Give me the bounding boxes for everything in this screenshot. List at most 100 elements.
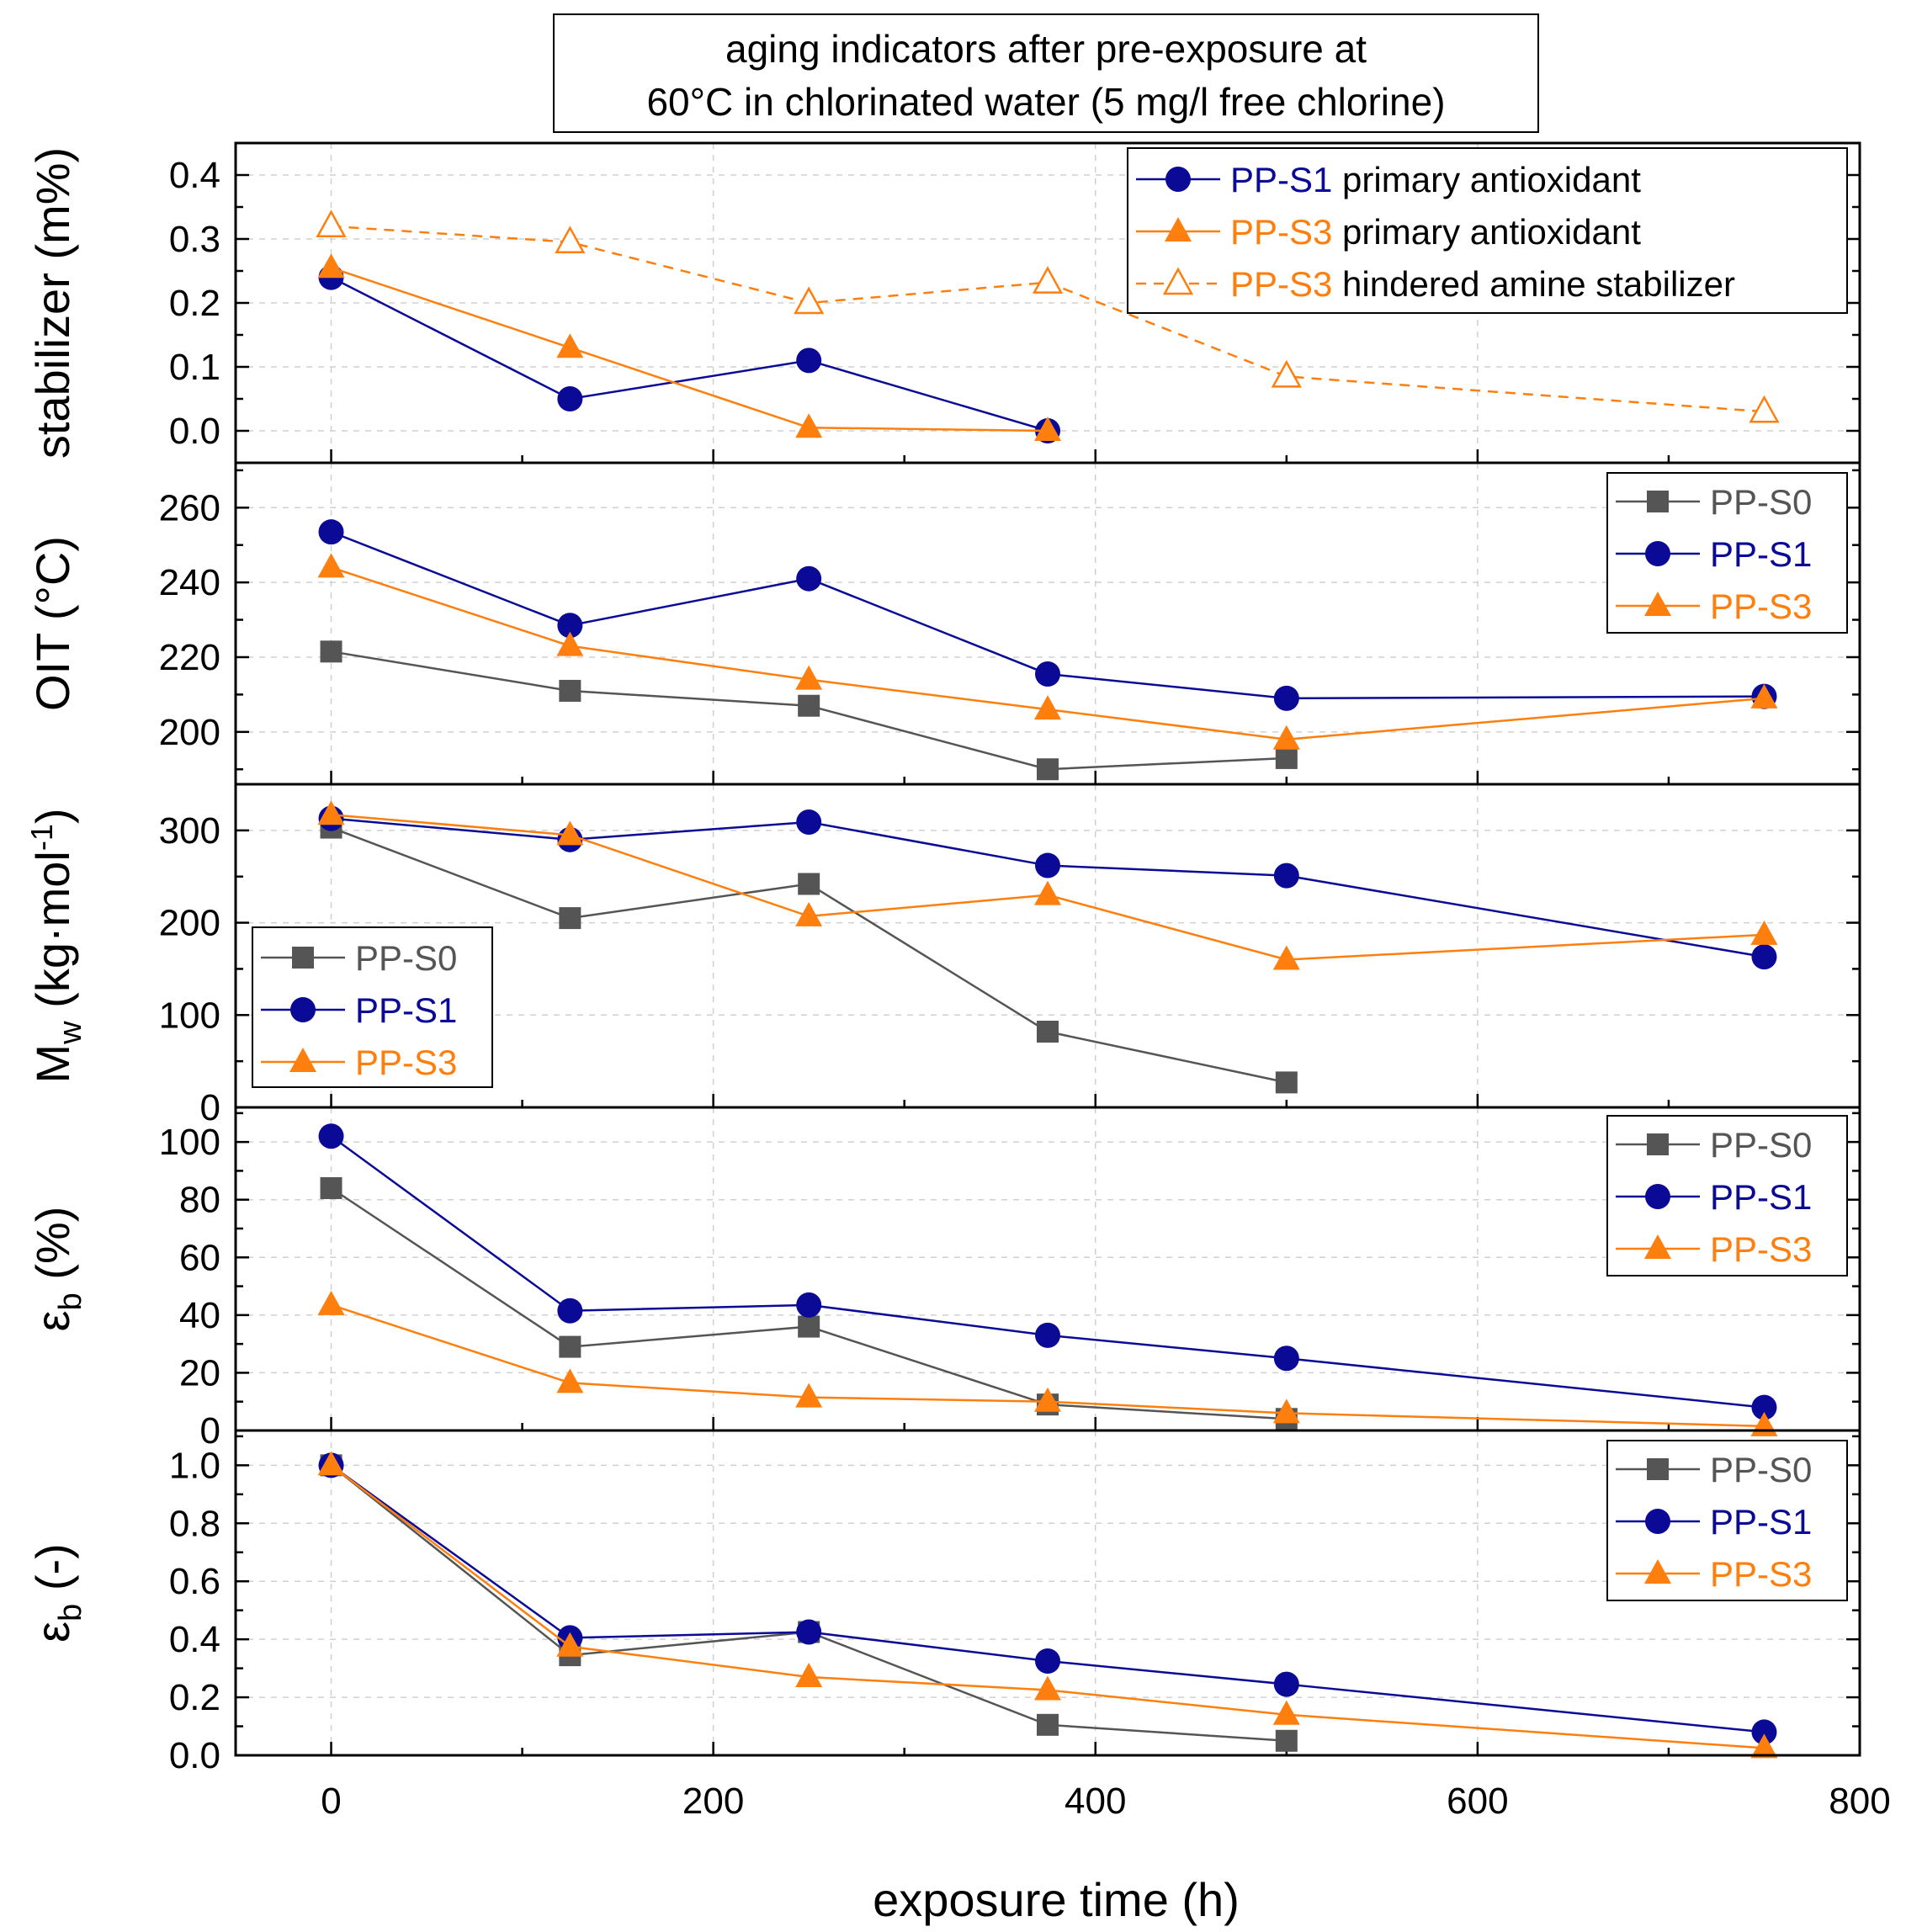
x-tick-label: 800 bbox=[1829, 1781, 1890, 1822]
series-pp-s3 bbox=[317, 553, 1778, 750]
series-pp-s0 bbox=[320, 640, 1298, 781]
y-axis-label: εb (-) bbox=[26, 1543, 88, 1643]
data-point bbox=[1035, 1648, 1060, 1674]
y-axis-label: stabilizer (m%) bbox=[26, 147, 79, 459]
data-point bbox=[557, 386, 583, 411]
data-point bbox=[796, 565, 822, 592]
data-point bbox=[1275, 1071, 1298, 1094]
data-point bbox=[1273, 1671, 1299, 1697]
legend: PP-S0 PP-S1 PP-S3 bbox=[1606, 472, 1848, 634]
data-point bbox=[796, 809, 822, 835]
data-point bbox=[1034, 695, 1061, 720]
data-point bbox=[318, 1123, 344, 1149]
series-line bbox=[331, 813, 1765, 961]
y-tick-label: 0.0 bbox=[169, 411, 220, 452]
data-point bbox=[1272, 724, 1300, 750]
y-tick-label: 1.0 bbox=[169, 1445, 220, 1486]
legend-marker bbox=[289, 1048, 316, 1072]
data-point bbox=[1272, 1700, 1300, 1725]
data-point bbox=[317, 1290, 345, 1315]
data-point bbox=[556, 1632, 584, 1657]
series-line bbox=[330, 276, 1049, 433]
data-point bbox=[555, 226, 586, 254]
data-point bbox=[559, 907, 581, 930]
data-point bbox=[317, 1451, 345, 1476]
data-point bbox=[798, 873, 820, 895]
legend-label: PP-S1 bbox=[1710, 534, 1812, 574]
y-tick-label: 0.8 bbox=[169, 1503, 220, 1544]
legend-marker bbox=[1165, 217, 1192, 242]
data-point bbox=[317, 253, 345, 279]
data-point bbox=[795, 1662, 823, 1687]
legend: PP-S1 primary antioxidant PP-S3 primary a… bbox=[1127, 147, 1848, 314]
panel-mw: 0 100 200 300 Mw (kg·mol-1) PP-S0 PP-S1 PP-S3 bbox=[24, 783, 1861, 1128]
data-point bbox=[1273, 862, 1299, 889]
legend-label: PP-S1 bbox=[1710, 1177, 1812, 1217]
y-tick-label: 0.4 bbox=[169, 155, 220, 196]
data-point bbox=[1750, 920, 1778, 945]
x-tick-label: 400 bbox=[1065, 1781, 1126, 1822]
y-tick-label: 0 bbox=[200, 1410, 220, 1452]
data-point bbox=[796, 348, 822, 374]
data-point bbox=[1750, 1733, 1778, 1759]
legend-label: PP-S3 bbox=[355, 1043, 457, 1082]
legend-marker bbox=[1644, 1234, 1671, 1259]
legend-label: PP-S3 bbox=[1710, 1554, 1812, 1594]
data-point bbox=[317, 800, 345, 825]
y-tick-label: 0.0 bbox=[169, 1735, 220, 1776]
x-axis: exposure time (h) 0 200 400 600 800 bbox=[321, 1781, 1890, 1926]
legend-label: PP-S0 bbox=[1710, 1450, 1812, 1489]
data-point bbox=[556, 820, 584, 846]
legend-label: PP-S3 bbox=[1710, 586, 1812, 626]
data-point bbox=[1034, 1675, 1061, 1701]
data-point bbox=[795, 1383, 823, 1408]
legend-marker bbox=[1165, 167, 1191, 192]
legend-label: PP-S3 primary antioxidant bbox=[1230, 212, 1641, 252]
y-axis-label: Mw (kg·mol-1) bbox=[24, 808, 88, 1083]
series-pp-s3-1 bbox=[317, 253, 1061, 441]
legend-label: PP-S0 bbox=[1710, 482, 1812, 522]
chart-title-line-2: 60°C in chlorinated water (5 mg/l free c… bbox=[646, 80, 1445, 124]
data-point bbox=[1272, 1399, 1300, 1424]
series-line bbox=[331, 225, 1765, 413]
legend: PP-S0 PP-S1 PP-S3 bbox=[1606, 1440, 1848, 1601]
y-tick-label: 0.2 bbox=[169, 283, 220, 324]
legend-marker bbox=[292, 947, 314, 969]
data-point bbox=[1751, 1394, 1777, 1420]
y-tick-label: 0.3 bbox=[169, 219, 220, 260]
data-point bbox=[557, 1298, 583, 1324]
y-tick-label: 0.4 bbox=[169, 1619, 220, 1660]
data-point bbox=[320, 640, 342, 663]
chart-title-box: aging indicators after pre-exposure at 6… bbox=[553, 13, 1539, 133]
legend-marker bbox=[1644, 592, 1671, 616]
legend: PP-S0 PP-S1 PP-S3 bbox=[1606, 1115, 1848, 1276]
chart-panels: 0.0 0.1 0.2 0.3 0.4 stabilizer (m%) PP-S1 prim… bbox=[24, 141, 1861, 1776]
series-line bbox=[331, 267, 1049, 433]
legend-label: PP-S1 bbox=[355, 990, 457, 1030]
data-point bbox=[1272, 945, 1300, 970]
legend-label: PP-S0 bbox=[355, 938, 457, 978]
legend-marker bbox=[1644, 1559, 1671, 1584]
x-axis-label: exposure time (h) bbox=[873, 1873, 1240, 1926]
y-tick-label: 0.1 bbox=[169, 347, 220, 388]
legend-marker bbox=[1647, 1458, 1669, 1480]
y-tick-label: 0.6 bbox=[169, 1561, 220, 1602]
y-tick-label: 60 bbox=[179, 1237, 220, 1278]
series-pp-s3-2 bbox=[316, 210, 1780, 423]
data-point bbox=[798, 1315, 820, 1338]
legend-marker bbox=[290, 997, 316, 1022]
data-point bbox=[795, 901, 823, 926]
series-line bbox=[331, 566, 1765, 740]
y-tick-label: 220 bbox=[159, 637, 220, 678]
legend-label: PP-S1 primary antioxidant bbox=[1230, 160, 1641, 199]
data-point bbox=[1271, 359, 1302, 388]
series-pp-s3 bbox=[317, 800, 1778, 970]
series-pp-s3 bbox=[317, 1290, 1778, 1436]
data-point bbox=[796, 1292, 822, 1318]
data-point bbox=[1034, 1387, 1061, 1412]
legend-marker bbox=[1645, 1184, 1670, 1209]
panel-oit: 200 220 240 260 OIT (°C) PP-S0 PP-S1 PP-S3 bbox=[26, 461, 1861, 786]
x-tick-label: 200 bbox=[682, 1781, 744, 1822]
y-tick-label: 100 bbox=[159, 995, 220, 1036]
y-tick-label: 0.2 bbox=[169, 1677, 220, 1718]
